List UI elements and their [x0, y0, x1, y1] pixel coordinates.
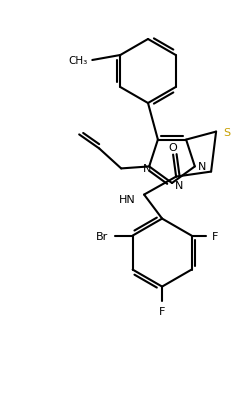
Text: Br: Br: [95, 231, 108, 241]
Text: N: N: [143, 164, 151, 174]
Text: N: N: [175, 180, 183, 190]
Text: CH₃: CH₃: [68, 56, 87, 66]
Text: F: F: [159, 306, 165, 316]
Text: F: F: [212, 231, 218, 241]
Text: N: N: [198, 162, 206, 172]
Text: O: O: [169, 142, 177, 152]
Text: S: S: [223, 127, 230, 137]
Text: HN: HN: [119, 194, 136, 204]
